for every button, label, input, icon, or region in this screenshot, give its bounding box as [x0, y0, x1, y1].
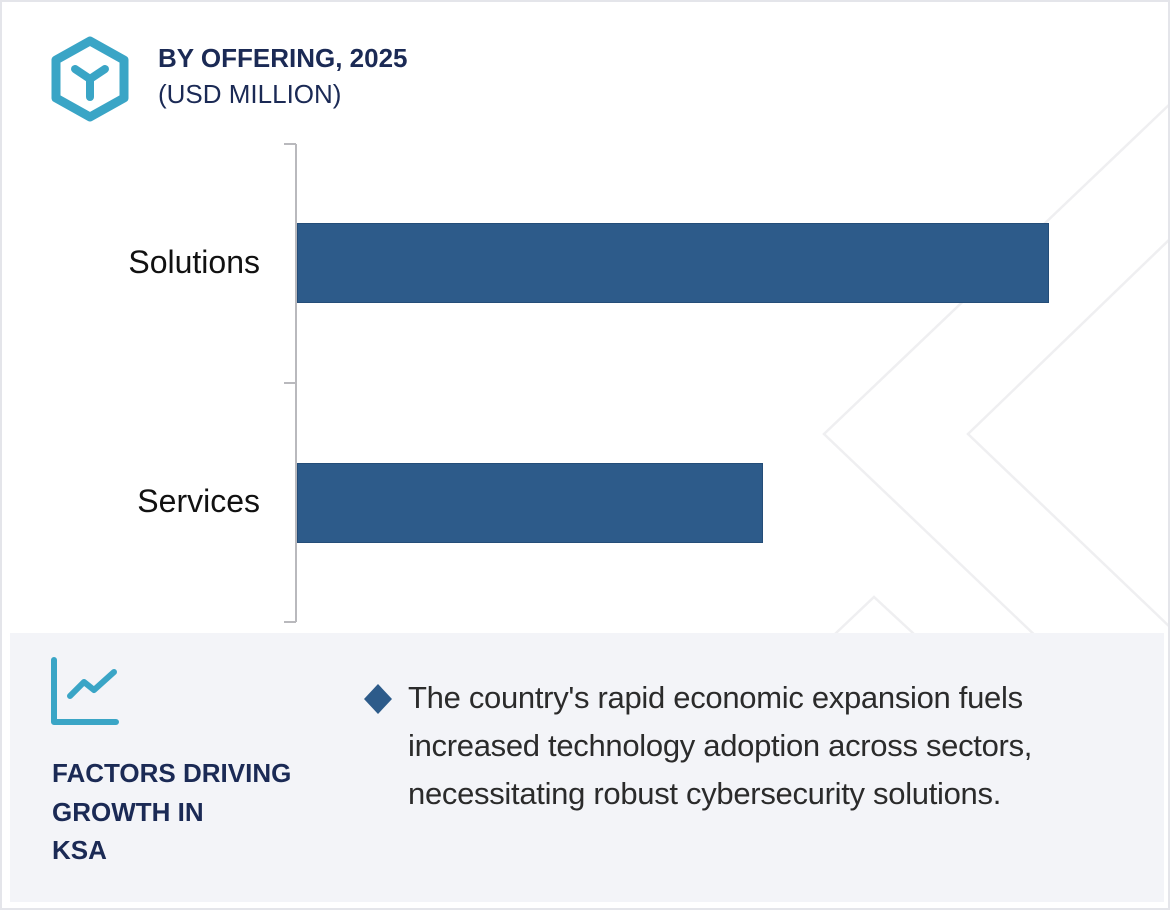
hexagon-cube-icon	[51, 36, 129, 122]
category-label-services: Services	[137, 483, 260, 519]
chart-subtitle: (USD MILLION)	[158, 79, 342, 109]
chart-title: BY OFFERING, 2025	[158, 43, 408, 73]
y-axis	[284, 143, 297, 623]
factors-heading: FACTORS DRIVING GROWTH IN KSA	[52, 754, 332, 870]
bar-solutions	[297, 223, 1049, 303]
factors-heading-line: GROWTH IN	[52, 796, 204, 827]
growth-factor-bullet: The country's rapid economic expansion f…	[408, 680, 1033, 811]
factors-heading-line: FACTORS DRIVING	[52, 758, 292, 788]
trend-chart-icon	[51, 657, 119, 725]
factors-heading-line: KSA	[52, 835, 107, 865]
bar-services	[297, 463, 763, 543]
growth-factors-panel	[10, 633, 1164, 902]
category-label-solutions: Solutions	[128, 244, 260, 280]
diamond-bullet-icon	[364, 684, 392, 714]
